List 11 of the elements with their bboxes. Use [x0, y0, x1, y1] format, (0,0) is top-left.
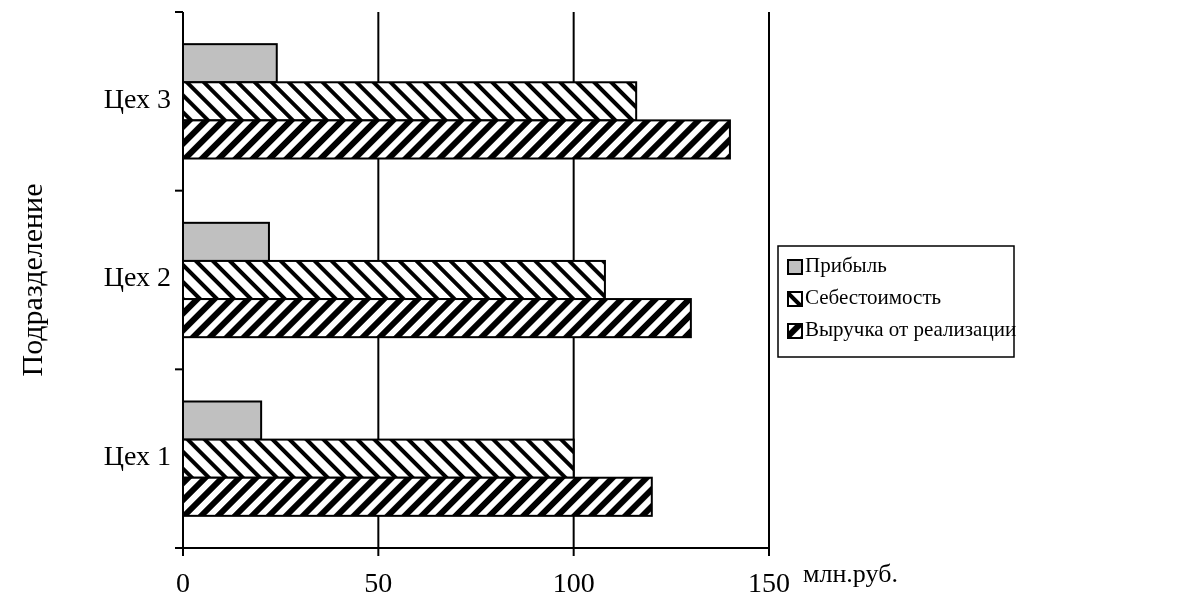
y-axis-title: Подразделение — [15, 183, 48, 377]
x-tick-label: 50 — [364, 567, 393, 598]
x-tick-label: 150 — [748, 567, 790, 598]
x-axis-title: млн.руб. — [803, 559, 898, 588]
x-tick-label: 100 — [552, 567, 595, 598]
y-tick-label: Цех 3 — [103, 82, 171, 114]
y-tick-label: Цех 1 — [103, 440, 171, 472]
x-tick-label: 0 — [176, 567, 190, 598]
y-tick-label: Цех 2 — [103, 261, 171, 293]
legend-label: Прибыль — [805, 252, 887, 277]
legend-label: Себестоимость — [805, 284, 942, 309]
